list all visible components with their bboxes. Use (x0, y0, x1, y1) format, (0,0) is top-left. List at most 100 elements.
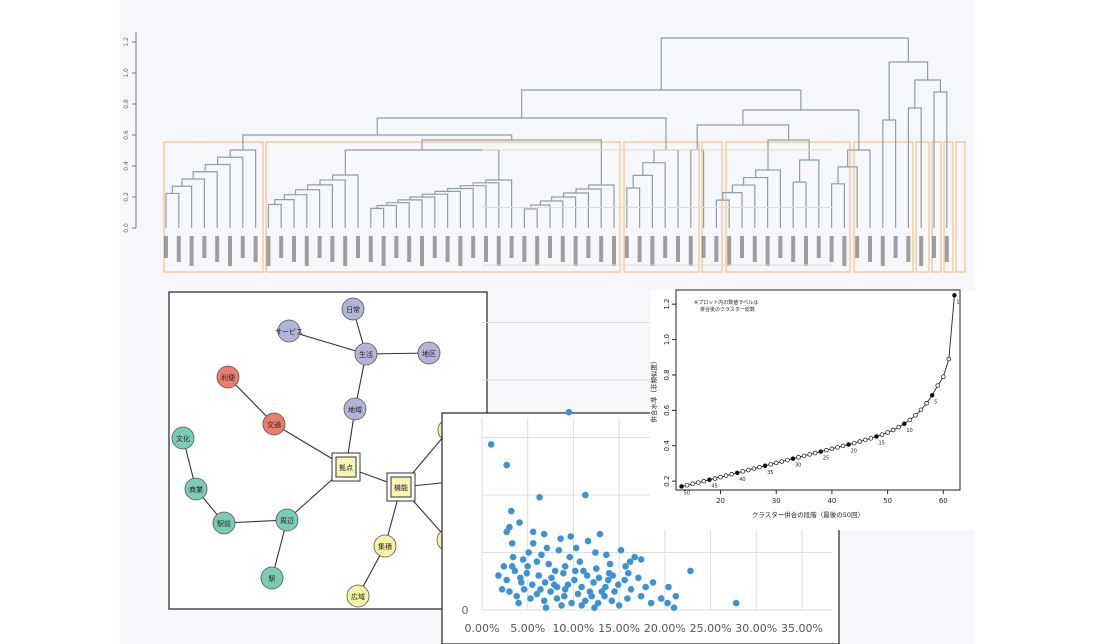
dendro-leaf-label (906, 236, 911, 262)
dendro-leaf-label (740, 236, 744, 258)
scatter-point (627, 586, 635, 593)
merge-level-chart: 20 30 40 50 60 0.2 0.4 0.6 0.8 1.0 1.2 50 45 40 35 30 25… (649, 289, 961, 519)
scree-y-tick-label: 0.8 (663, 369, 671, 380)
dendro-link (217, 156, 244, 228)
dendro-leaf-label (791, 236, 796, 262)
dendro-y-tick-label: 0.0 (123, 223, 130, 233)
scatter-y-tick-label: 0 (462, 604, 469, 617)
scree-y-tick-label: 0.2 (663, 476, 671, 487)
network-hub-node (390, 476, 412, 498)
dendro-leaf-label (471, 236, 476, 258)
scatter-point (649, 579, 657, 586)
scatter-point (582, 597, 589, 605)
dendro-leaf-label (279, 236, 284, 258)
dendro-leaf-label (548, 236, 552, 258)
scatter-point (592, 565, 600, 572)
dendro-leaf-label (420, 236, 424, 266)
dendro-leaf-label (266, 236, 271, 266)
scree-point (863, 437, 868, 443)
dendro-leaf-label (701, 236, 706, 258)
scree-point (762, 463, 768, 469)
scatter-x-tick-label: 0.00% (465, 622, 500, 635)
dendro-leaf-label (599, 236, 604, 262)
scatter-point (543, 544, 551, 552)
scree-point (712, 476, 718, 481)
scree-x-tick-label: 30 (772, 497, 781, 505)
scree-point (835, 445, 840, 450)
scatter-point (732, 599, 740, 607)
cluster-box (943, 141, 954, 273)
dendro-link (742, 109, 860, 150)
dendro-leaf-label (586, 236, 591, 258)
dendro-link (370, 207, 385, 228)
scatter-point (523, 569, 531, 577)
scree-point-label: 30 (795, 463, 801, 469)
dendro-leaf-label (573, 236, 578, 266)
scatter-point (508, 563, 516, 570)
network-node-label: 日常 (346, 305, 360, 314)
scatter-point (561, 586, 569, 593)
scatter-point (598, 588, 606, 595)
dendro-leaf-label (829, 236, 834, 262)
network-node-label: 商業 (189, 485, 203, 494)
dendro-link (551, 196, 577, 228)
scatter-point (624, 595, 631, 602)
dendro-link (882, 119, 897, 228)
scatter-point (592, 549, 599, 556)
dendro-link (397, 199, 423, 228)
dendro-leaf-label (535, 236, 540, 266)
network-node (212, 511, 236, 535)
scree-point (879, 432, 885, 437)
dendro-leaf-label (458, 236, 463, 266)
dendro-leaf-label (189, 236, 194, 266)
scatter-point (498, 586, 506, 593)
dendro-y-tick-label: 0.2 (123, 192, 130, 202)
scatter-point (571, 576, 578, 584)
scree-point-label: 25 (823, 456, 829, 462)
scatter-point (637, 556, 645, 563)
scree-y-axis-label: 併合水準（非類似度） (649, 358, 658, 423)
scree-y-tick-label: 0.6 (663, 404, 671, 416)
scree-point-label: 1 (956, 299, 959, 305)
network-node-label: 機能 (394, 483, 408, 492)
scatter-point (635, 574, 642, 582)
scatter-point (508, 540, 516, 547)
dendro-leaf-label (317, 236, 322, 258)
scatter-point (637, 592, 645, 600)
dendro-leaf-label (868, 236, 872, 262)
scatter-point (503, 576, 510, 584)
network-node (275, 508, 299, 532)
scree-panel (650, 290, 975, 530)
scatter-chart: 0 0.00% 5.00% 10.00% 15.00% 20.00% 25.00% 30.00… (462, 149, 832, 635)
dendro-link (632, 174, 653, 228)
scatter-point (487, 441, 495, 448)
cluster-box (931, 141, 942, 273)
dendro-leaf-label (164, 236, 168, 258)
network-hub-node (335, 456, 357, 478)
scree-point-label: 15 (878, 441, 884, 447)
scatter-point (560, 592, 568, 600)
dendro-link (283, 194, 308, 228)
scatter-point (622, 563, 629, 570)
scatter-point (596, 530, 604, 538)
scree-point (840, 443, 846, 449)
dendro-leaf-label (240, 236, 245, 258)
scree-point-label: 50 (684, 490, 690, 496)
scatter-point (542, 604, 550, 611)
scree-point (740, 469, 746, 474)
scatter-point (586, 588, 594, 595)
dendro-leaf-label (919, 236, 924, 266)
scatter-point (529, 528, 537, 536)
network-node (260, 566, 284, 590)
scatter-point (520, 586, 528, 593)
dendro-leaf-label (215, 236, 220, 262)
scatter-point (529, 540, 537, 547)
scatter-point (561, 563, 569, 570)
scatter-point (509, 553, 517, 561)
scree-point (890, 427, 896, 433)
dendro-y-tick-label: 0.6 (123, 130, 130, 140)
scree-point (801, 453, 807, 459)
scree-point (946, 356, 952, 362)
network-node-label: 地区 (422, 349, 436, 358)
